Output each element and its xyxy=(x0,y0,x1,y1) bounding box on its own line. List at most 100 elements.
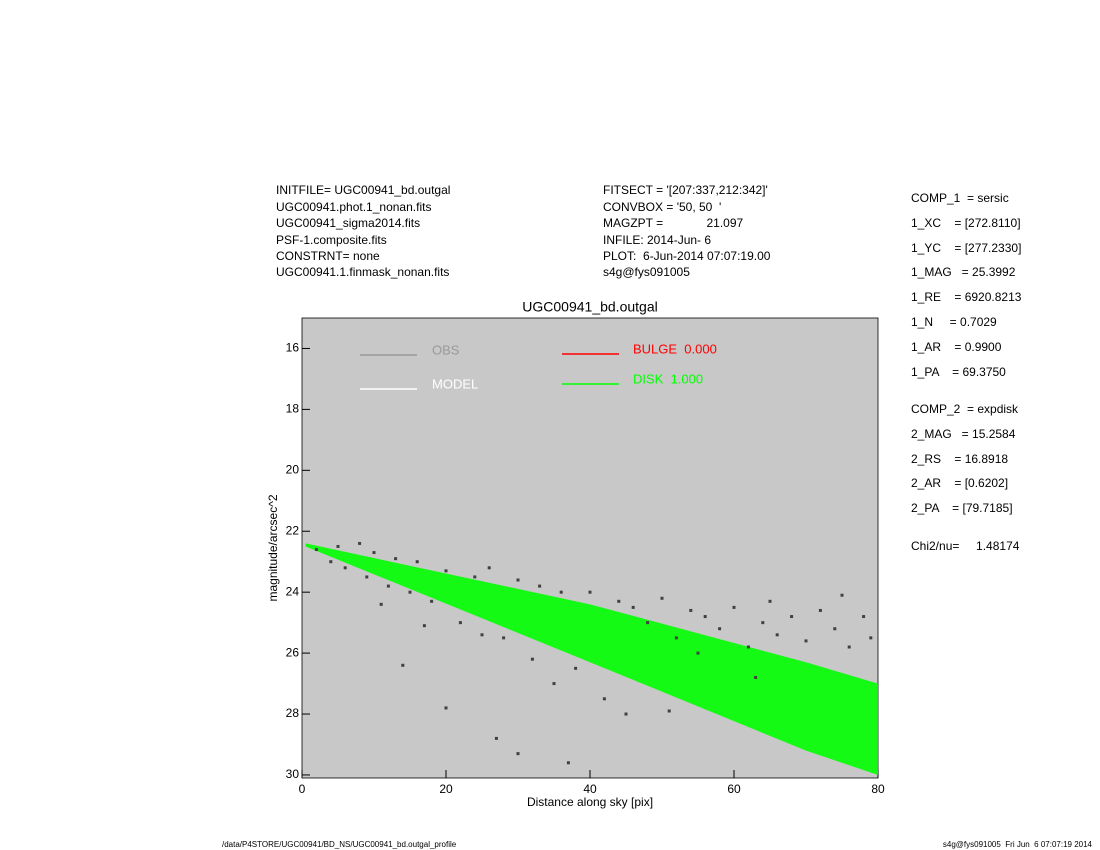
obs-point xyxy=(768,599,772,603)
obs-point xyxy=(329,560,333,564)
component-param: 2_RS = 16.8918 xyxy=(911,452,1008,466)
obs-point xyxy=(401,663,405,667)
component-param: 1_RE = 6920.8213 xyxy=(911,290,1022,304)
obs-point xyxy=(660,596,664,600)
obs-point xyxy=(538,584,542,588)
header-left-line: UGC00941.1.finmask_nonan.fits xyxy=(276,265,449,279)
x-tick-label: 20 xyxy=(439,782,453,796)
obs-point xyxy=(833,627,837,631)
obs-point xyxy=(379,602,383,606)
header-middle-line: FITSECT = '[207:337,212:342]' xyxy=(603,183,768,197)
header-middle-line: s4g@fys091005 xyxy=(603,265,690,279)
y-tick-label: 30 xyxy=(286,767,300,781)
component-param: 2_AR = [0.6202] xyxy=(911,476,1008,490)
obs-point xyxy=(444,706,448,710)
legend-label: MODEL xyxy=(432,376,478,391)
component-param: 1_N = 0.7029 xyxy=(911,315,997,329)
obs-point xyxy=(631,605,635,609)
header-left-line: INITFILE= UGC00941_bd.outgal xyxy=(276,183,450,197)
y-tick-label: 26 xyxy=(286,645,300,659)
obs-point xyxy=(761,621,765,625)
obs-point xyxy=(530,657,534,661)
component-param: 1_PA = 69.3750 xyxy=(911,365,1006,379)
obs-point xyxy=(862,615,866,619)
obs-point xyxy=(444,569,448,573)
obs-point xyxy=(502,636,506,640)
x-axis-label: Distance along sky [pix] xyxy=(527,795,653,809)
obs-point xyxy=(624,712,628,716)
obs-point xyxy=(732,605,736,609)
component-param: Chi2/nu= 1.48174 xyxy=(911,539,1020,553)
obs-point xyxy=(336,544,340,548)
y-tick-label: 28 xyxy=(286,706,300,720)
footer-right: s4g@fys091005 Fri Jun 6 07:07:19 2014 xyxy=(943,840,1093,849)
obs-point xyxy=(869,636,873,640)
y-tick-label: 22 xyxy=(286,523,300,537)
component-param: 2_MAG = 15.2584 xyxy=(911,427,1016,441)
obs-point xyxy=(754,675,758,679)
component-param: 1_XC = [272.8110] xyxy=(911,216,1021,230)
obs-point xyxy=(703,615,707,619)
y-tick-label: 18 xyxy=(286,402,300,416)
header-left-line: PSF-1.composite.fits xyxy=(276,233,387,247)
obs-point xyxy=(473,575,477,579)
obs-point xyxy=(487,566,491,570)
obs-point xyxy=(343,566,347,570)
obs-point xyxy=(559,590,563,594)
header-middle-line: PLOT: 6-Jun-2014 07:07:19.00 xyxy=(603,249,771,263)
obs-point xyxy=(646,621,650,625)
legend-label: BULGE 0.000 xyxy=(633,341,717,356)
x-tick-label: 0 xyxy=(299,782,306,796)
obs-point xyxy=(696,651,700,655)
component-param: 2_PA = [79.7185] xyxy=(911,501,1013,515)
legend-label: OBS xyxy=(432,342,460,357)
obs-point xyxy=(494,736,498,740)
legend-label: DISK 1.000 xyxy=(633,371,703,386)
obs-point xyxy=(516,752,520,756)
header-left-line: UGC00941_sigma2014.fits xyxy=(276,216,420,230)
obs-point xyxy=(674,636,678,640)
x-tick-label: 80 xyxy=(871,782,885,796)
obs-point xyxy=(516,578,520,582)
header-middle-line: INFILE: 2014-Jun- 6 xyxy=(603,233,711,247)
obs-point xyxy=(566,761,570,765)
obs-point xyxy=(818,608,822,612)
component-param: 1_MAG = 25.3992 xyxy=(911,265,1016,279)
header-left-line: UGC00941.phot.1_nonan.fits xyxy=(276,200,431,214)
obs-point xyxy=(358,541,362,545)
y-axis-label: magnitude/arcsec^2 xyxy=(266,494,280,601)
obs-point xyxy=(840,593,844,597)
obs-point xyxy=(386,584,390,588)
obs-point xyxy=(790,615,794,619)
obs-point xyxy=(775,633,779,637)
obs-point xyxy=(430,599,434,603)
x-tick-label: 40 xyxy=(583,782,597,796)
component-param: COMP_1 = sersic xyxy=(911,191,1009,205)
component-param: 1_YC = [277.2330] xyxy=(911,241,1021,255)
obs-point xyxy=(314,548,318,552)
obs-point xyxy=(394,557,398,561)
obs-point xyxy=(458,621,462,625)
obs-point xyxy=(718,627,722,631)
obs-point xyxy=(408,590,412,594)
obs-point xyxy=(617,599,621,603)
obs-point xyxy=(552,682,556,686)
x-tick-label: 60 xyxy=(727,782,741,796)
disk-band xyxy=(305,543,879,775)
obs-point xyxy=(667,709,671,713)
y-tick-label: 24 xyxy=(286,584,300,598)
obs-point xyxy=(804,639,808,643)
obs-point xyxy=(689,608,693,612)
header-left-line: CONSTRNT= none xyxy=(276,249,380,263)
obs-point xyxy=(602,697,606,701)
obs-point xyxy=(372,551,376,555)
component-param: 1_AR = 0.9900 xyxy=(911,340,1002,354)
component-param: COMP_2 = expdisk xyxy=(911,402,1019,416)
obs-point xyxy=(574,666,578,670)
obs-point xyxy=(365,575,369,579)
obs-point xyxy=(588,590,592,594)
footer-left: /data/P4STORE/UGC00941/BD_NS/UGC00941_bd… xyxy=(222,840,457,849)
obs-point xyxy=(415,560,419,564)
